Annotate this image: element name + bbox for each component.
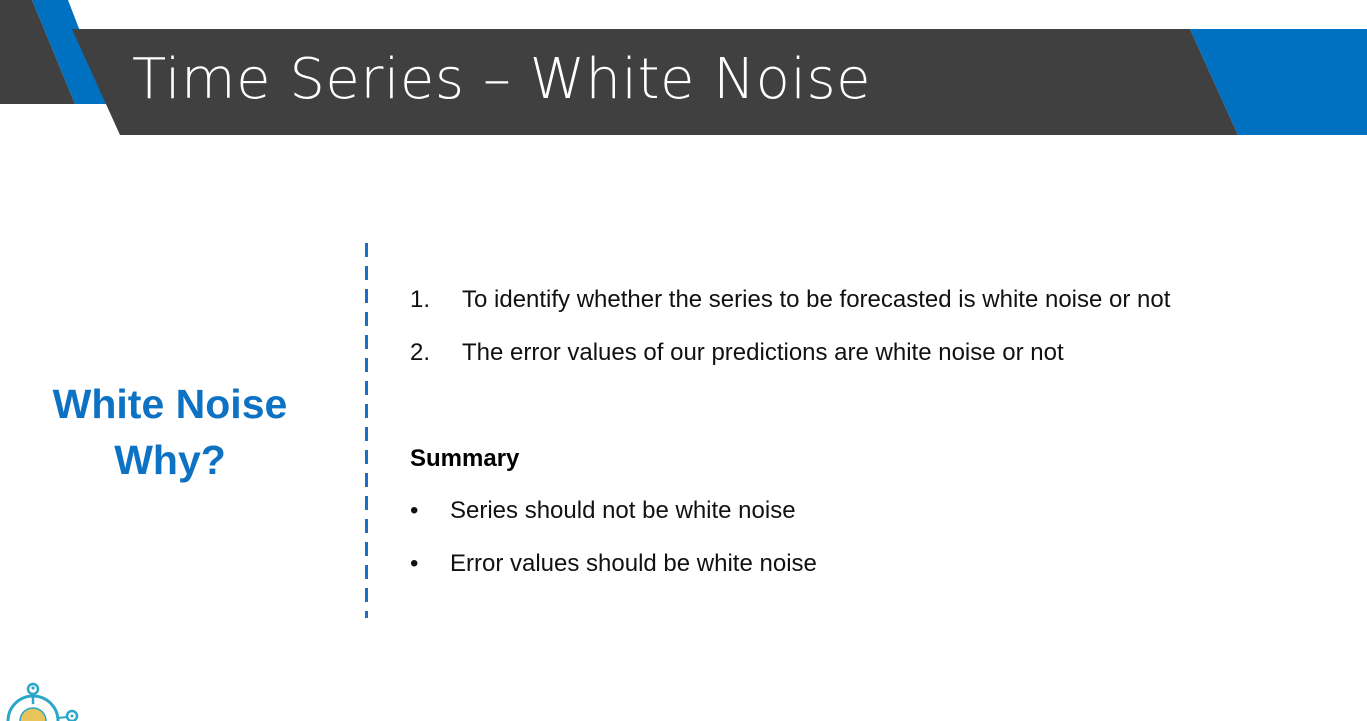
banner-shapes: [0, 0, 1367, 135]
dashed-divider: [365, 243, 368, 618]
bullet-text: Error values should be white noise: [450, 550, 817, 577]
item-number: 2.: [410, 339, 431, 366]
item-number: 1.: [410, 286, 431, 313]
side-heading: White Noise Why?: [20, 376, 320, 488]
slide-title: Time Series – White Noise: [132, 47, 872, 112]
banner-right-blue-block: [1190, 29, 1367, 135]
item-text: To identify whether the series to be for…: [462, 286, 1171, 313]
bullet-dot: •: [410, 550, 419, 577]
brand-logo-icon: [6, 682, 79, 721]
item-text: The error values of our predictions are …: [462, 339, 1064, 366]
summary-heading: Summary: [410, 445, 520, 472]
side-heading-line-1: White Noise: [52, 381, 288, 427]
title-banner: Time Series – White Noise: [0, 0, 1367, 140]
banner-left-dark-block: [0, 0, 75, 104]
banner-main-bar: [72, 29, 1238, 135]
banner-left-blue-stripe: [32, 0, 108, 104]
bullet-dot: •: [410, 497, 419, 524]
bullet-text: Series should not be white noise: [450, 497, 796, 524]
side-heading-line-2: Why?: [114, 437, 226, 483]
